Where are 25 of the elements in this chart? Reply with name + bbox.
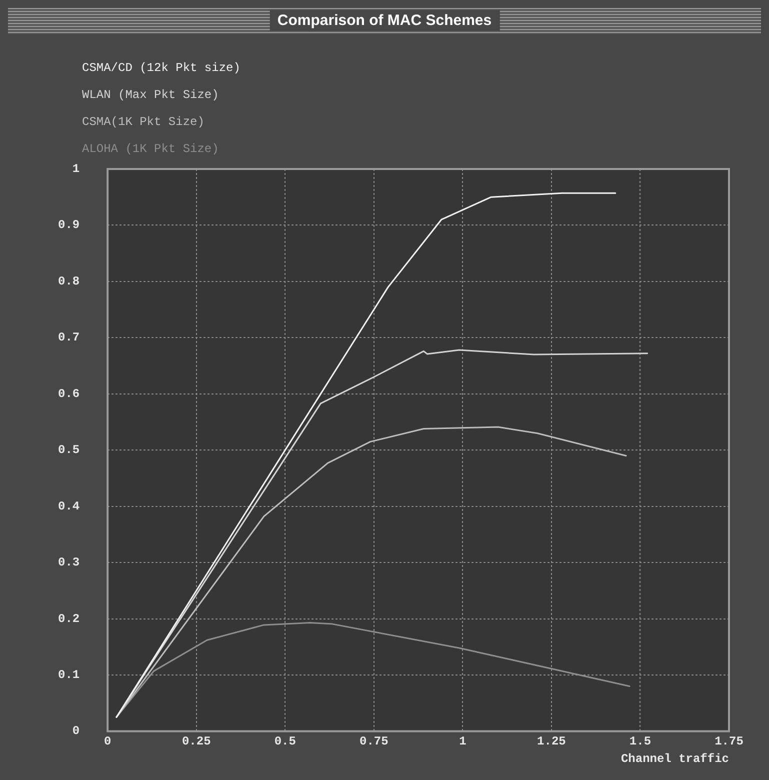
y-tick-label: 0.7: [58, 330, 80, 345]
x-tick-label: 1.5: [629, 734, 652, 748]
x-tick-label: 1: [459, 734, 466, 748]
x-tick-label: 1.25: [537, 734, 566, 748]
x-tick-label: 0.75: [360, 734, 388, 748]
y-tick-label: 0.2: [58, 612, 80, 626]
y-tick-label: 0.8: [58, 274, 80, 288]
x-tick-label: 0: [104, 734, 112, 748]
text: WLAN (Max Pkt Size): [82, 87, 220, 104]
y-tick-label: 0.9: [58, 218, 80, 232]
x-tick-label: 0.5: [274, 734, 296, 748]
text: CSMA/CD (12k Pkt size): [82, 60, 240, 77]
y-tick-label: 0.5: [58, 443, 80, 458]
y-tick-label: 0.4: [58, 499, 80, 514]
x-tick-label: 1.75: [714, 734, 744, 748]
y-tick-label: 0.6: [58, 386, 80, 401]
y-tick-label: 1: [72, 162, 80, 176]
x-tick-label: 0.25: [182, 734, 211, 748]
y-tick-label: 0.1: [58, 668, 80, 682]
text: ALOHA (1K Pkt Size): [82, 141, 220, 158]
chart-title: Comparison of MAC Schemes: [269, 10, 500, 31]
y-tick-label: 0.3: [58, 556, 80, 570]
y-tick-label: 0: [72, 724, 80, 738]
text: CSMA(1K Pkt Size): [82, 114, 206, 131]
x-axis-title: Channel traffic: [620, 752, 729, 766]
